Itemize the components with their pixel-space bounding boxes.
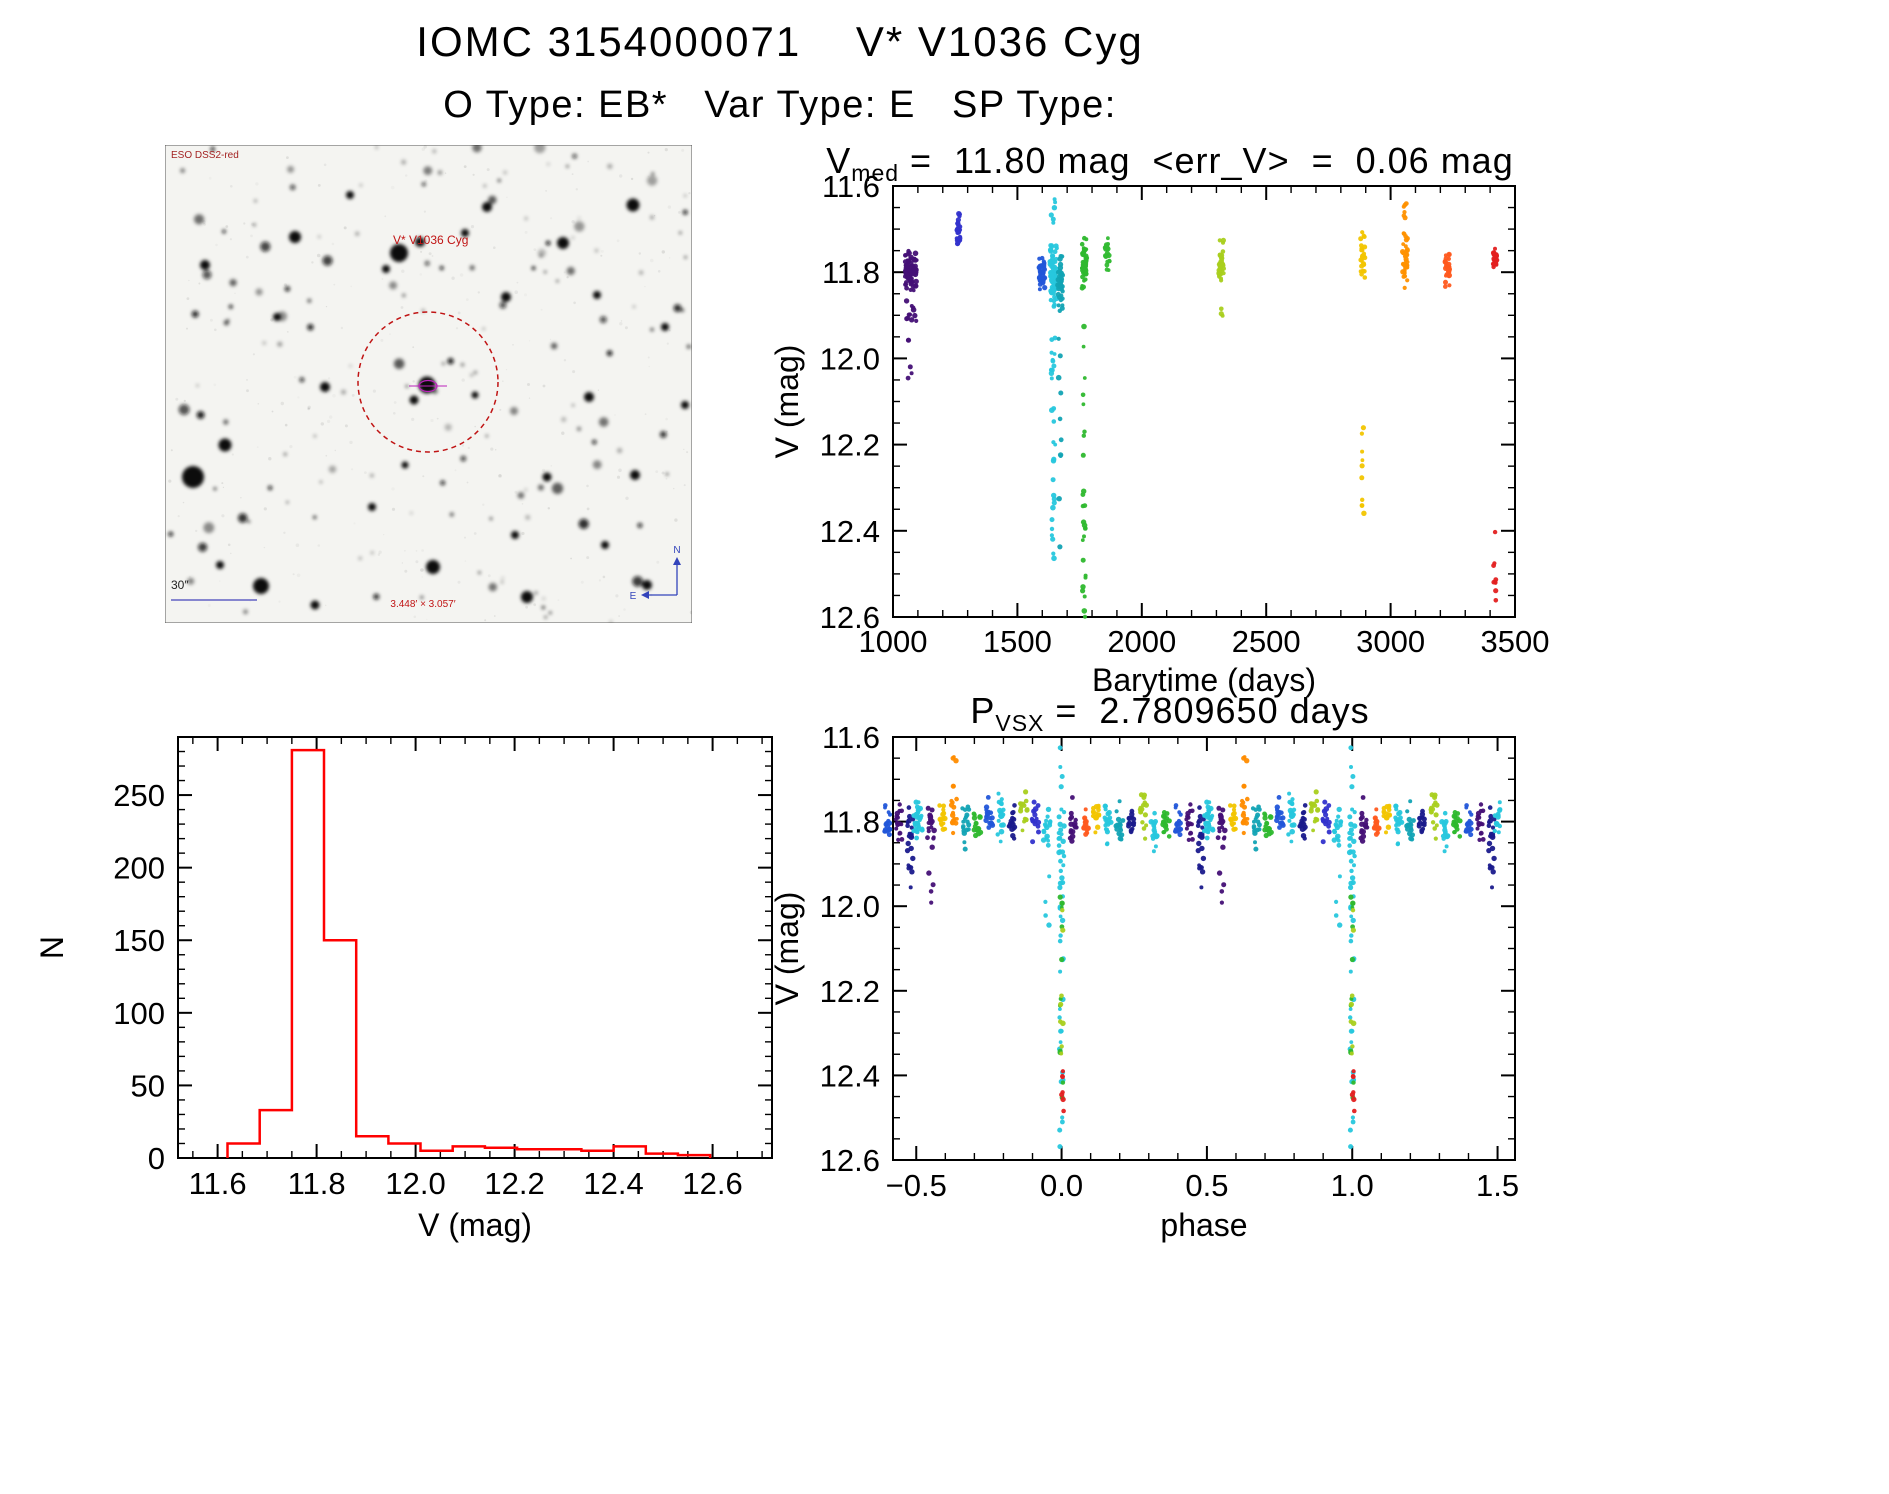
compass-east-arrow xyxy=(641,591,649,599)
svg-text:3000: 3000 xyxy=(1356,624,1425,659)
svg-text:50: 50 xyxy=(131,1068,165,1103)
svg-text:11.6: 11.6 xyxy=(822,169,880,204)
svg-text:100: 100 xyxy=(113,996,165,1031)
svg-text:150: 150 xyxy=(113,923,165,958)
finder-compass-north: N xyxy=(673,545,680,556)
svg-text:N: N xyxy=(40,936,70,959)
ph-title-var: P xyxy=(970,690,996,731)
svg-text:12.6: 12.6 xyxy=(682,1166,742,1201)
svg-text:11.8: 11.8 xyxy=(822,255,880,290)
phase-folded-plot: −0.5 0.0 0.5 1.0 1.5 11.6 11.8 12.0 12.2 12.4 12.6… xyxy=(769,720,1519,1243)
ph-title-rest: = 2.7809650 days xyxy=(1044,690,1370,731)
svg-text:12.0: 12.0 xyxy=(385,1166,445,1201)
lc-title-sub: med xyxy=(851,160,900,187)
svg-text:12.2: 12.2 xyxy=(820,974,880,1009)
svg-text:3500: 3500 xyxy=(1481,624,1550,659)
svg-text:250: 250 xyxy=(113,778,165,813)
histogram-plot: 11.6 11.8 12.0 12.2 12.4 12.6 0 50 100 150 200 250 V… xyxy=(40,736,773,1243)
lightcurve-plot: 1000 1500 2000 2500 3000 3500 11.6 11.8 12.0 12.2… xyxy=(769,169,1550,698)
svg-text:11.6: 11.6 xyxy=(822,720,880,755)
svg-text:−0.5: −0.5 xyxy=(886,1168,947,1203)
svg-text:V (mag): V (mag) xyxy=(418,1207,532,1243)
svg-text:11.8: 11.8 xyxy=(288,1166,346,1201)
svg-text:2000: 2000 xyxy=(1107,624,1176,659)
star-field xyxy=(168,145,691,623)
svg-text:phase: phase xyxy=(1160,1207,1247,1243)
svg-text:12.4: 12.4 xyxy=(820,514,880,549)
svg-text:0: 0 xyxy=(148,1141,165,1176)
svg-text:12.4: 12.4 xyxy=(583,1166,643,1201)
svg-text:12.0: 12.0 xyxy=(820,341,880,376)
histogram-outline xyxy=(226,748,712,1158)
svg-text:0.0: 0.0 xyxy=(1040,1168,1083,1203)
svg-text:1000: 1000 xyxy=(859,624,928,659)
svg-text:1500: 1500 xyxy=(983,624,1052,659)
svg-text:12.0: 12.0 xyxy=(820,889,880,924)
svg-text:V (mag): V (mag) xyxy=(769,892,805,1006)
ph-title-sub: VSX xyxy=(995,710,1045,737)
finder-fov-label: 3.448′ × 3.057′ xyxy=(390,599,455,610)
svg-text:1.0: 1.0 xyxy=(1331,1168,1374,1203)
phase-title: PVSX = 2.7809650 days xyxy=(770,690,1570,737)
svg-text:11.6: 11.6 xyxy=(189,1166,247,1201)
svg-text:12.6: 12.6 xyxy=(820,1143,880,1178)
svg-text:1.5: 1.5 xyxy=(1476,1168,1519,1203)
svg-text:Barytime (days): Barytime (days) xyxy=(1092,662,1316,698)
svg-text:12.6: 12.6 xyxy=(820,600,880,635)
svg-text:11.8: 11.8 xyxy=(822,805,880,840)
svg-text:12.2: 12.2 xyxy=(820,428,880,463)
finder-target-label: V* V1036 Cyg xyxy=(393,233,468,247)
compass-north-arrow xyxy=(673,557,681,565)
svg-text:200: 200 xyxy=(113,851,165,886)
finder-survey-label: ESO DSS2-red xyxy=(171,150,239,161)
svg-text:0.5: 0.5 xyxy=(1185,1168,1228,1203)
finder-compass-east: E xyxy=(630,591,637,602)
svg-text:V (mag): V (mag) xyxy=(769,345,805,459)
background-noise xyxy=(168,145,692,622)
finder-chart-image: V* V1036 Cyg ESO DSS2-red 30″ 3.448′ × 3.05… xyxy=(165,145,692,623)
svg-text:2500: 2500 xyxy=(1232,624,1301,659)
svg-text:12.2: 12.2 xyxy=(484,1166,544,1201)
lc-title-rest: = 11.80 mag <err_V> = 0.06 mag xyxy=(899,140,1514,181)
finder-scale-label: 30″ xyxy=(171,578,189,592)
page-title: IOMC 3154000071 V* V1036 Cyg xyxy=(416,18,1144,65)
page-subtitle: O Type: EB* Var Type: E SP Type: xyxy=(443,84,1117,126)
lc-title-var: V xyxy=(826,140,852,181)
lightcurve-title: Vmed = 11.80 mag <err_V> = 0.06 mag xyxy=(770,140,1570,187)
svg-text:12.4: 12.4 xyxy=(820,1058,880,1093)
target-circle xyxy=(357,311,499,453)
